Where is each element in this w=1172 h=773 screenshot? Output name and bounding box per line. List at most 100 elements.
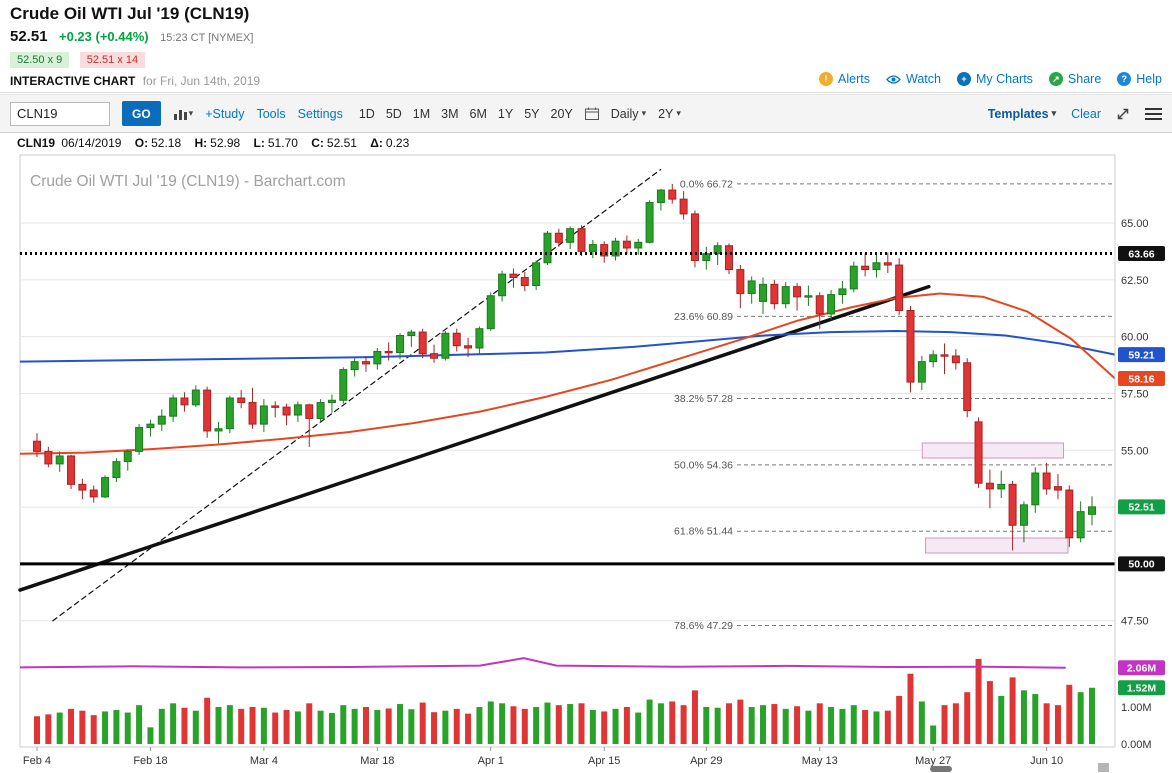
svg-text:52.51: 52.51 — [1128, 502, 1154, 514]
candles — [33, 183, 1096, 551]
ohlc-date: 06/14/2019 — [61, 136, 122, 150]
close-value: 52.51 — [326, 136, 357, 150]
header-links: ! Alerts Watch + My Charts ↗ Share ? Hel… — [819, 72, 1162, 86]
svg-text:Mar 4: Mar 4 — [250, 755, 278, 767]
drawn-zones[interactable] — [921, 442, 1069, 554]
range-5y[interactable]: 5Y — [524, 106, 540, 121]
x-axis-labels: Feb 4 Feb 18 Mar 4 Mar 18 Apr 1 Apr 15 Apr 29 M… — [23, 747, 1063, 767]
svg-text:63.66: 63.66 — [1128, 248, 1154, 260]
range-20y[interactable]: 20Y — [550, 106, 573, 121]
svg-text:0.0% 66.72: 0.0% 66.72 — [680, 178, 733, 190]
svg-text:59.21: 59.21 — [1128, 349, 1154, 361]
high-value: 52.98 — [210, 136, 241, 150]
low-value: 51.70 — [267, 136, 298, 150]
go-button[interactable]: GO — [122, 101, 161, 126]
axis-badges: 63.66 59.21 58.16 52.51 50.00 2.06M 1.52M — [1118, 245, 1165, 696]
resistance-zone — [921, 442, 1065, 459]
expand-button[interactable] — [1116, 107, 1130, 121]
chart-watermark: Crude Oil WTI Jul '19 (CLN19) - Barchart… — [30, 173, 346, 190]
open-value: 52.18 — [151, 136, 182, 150]
share-link[interactable]: ↗ Share — [1048, 72, 1102, 86]
svg-text:0.00M: 0.00M — [1121, 739, 1152, 751]
delta-label: Δ: — [370, 136, 383, 150]
svg-text:50.0% 54.36: 50.0% 54.36 — [674, 459, 733, 471]
svg-text:1.00M: 1.00M — [1121, 702, 1152, 714]
interactive-chart-date: for Fri, Jun 14th, 2019 — [142, 74, 261, 88]
svg-text:Apr 1: Apr 1 — [478, 755, 504, 767]
high-label: H: — [194, 136, 208, 150]
menu-icon[interactable] — [1145, 105, 1162, 123]
svg-text:2.06M: 2.06M — [1127, 663, 1156, 675]
range-6m[interactable]: 6M — [469, 106, 487, 121]
svg-text:Apr 15: Apr 15 — [588, 755, 620, 767]
my-charts-link[interactable]: + My Charts — [956, 72, 1033, 86]
help-icon: ? — [1117, 72, 1132, 86]
range-5d[interactable]: 5D — [385, 106, 402, 121]
long-ma-line — [19, 330, 1116, 363]
caret-down-icon: ▾ — [188, 108, 194, 118]
caret-down-icon: ▾ — [641, 108, 647, 118]
mid-ma-line — [19, 292, 1116, 455]
my-charts-label: My Charts — [975, 72, 1033, 86]
chart-toolbar: GO ▾ +Study Tools Settings 1D 5D 1M 3M 6… — [0, 94, 1172, 133]
alert-bell-icon: ! — [819, 72, 834, 86]
svg-text:Mar 18: Mar 18 — [360, 755, 394, 767]
svg-text:60.00: 60.00 — [1121, 332, 1149, 344]
svg-text:61.8% 51.44: 61.8% 51.44 — [674, 526, 733, 538]
add-study-link[interactable]: +Study — [205, 106, 245, 121]
svg-text:50.00: 50.00 — [1128, 559, 1154, 571]
volume-bars — [34, 658, 1095, 744]
caret-down-icon: ▾ — [676, 108, 681, 118]
range-1m[interactable]: 1M — [412, 106, 431, 121]
svg-text:62.50: 62.50 — [1121, 275, 1149, 287]
range-1y[interactable]: 1Y — [497, 106, 514, 121]
svg-text:Jun 10: Jun 10 — [1030, 755, 1063, 767]
quote-time: 15:23 CT [NYMEX] — [160, 32, 254, 44]
alerts-link[interactable]: ! Alerts — [819, 72, 870, 86]
bid-ask-row: 52.50 x 9 52.51 x 14 — [10, 50, 151, 68]
interactive-chart-label: INTERACTIVE CHART — [10, 74, 136, 88]
templates-dropdown[interactable]: Templates ▾ — [988, 107, 1056, 121]
my-charts-icon: + — [956, 72, 971, 86]
frequency-value: Daily — [610, 106, 639, 121]
range-1d[interactable]: 1D — [358, 106, 375, 121]
watch-link[interactable]: Watch — [886, 72, 941, 86]
settings-link[interactable]: Settings — [297, 106, 343, 121]
chart-canvas[interactable]: Crude Oil WTI Jul '19 (CLN19) - Barchart… — [0, 153, 1172, 773]
low-label: L: — [253, 136, 265, 150]
bid-quote: 52.50 x 9 — [10, 52, 70, 68]
span-dropdown[interactable]: 2Y ▾ — [658, 107, 681, 121]
calendar-button[interactable] — [584, 107, 599, 120]
price-change: +0.23 (+0.44%) — [59, 29, 149, 44]
svg-text:1.52M: 1.52M — [1127, 683, 1156, 695]
horizontal-lines[interactable] — [20, 251, 1115, 566]
resize-handle-icon[interactable] — [1098, 763, 1109, 772]
frequency-dropdown[interactable]: Daily ▾ — [611, 107, 646, 121]
svg-text:Feb 18: Feb 18 — [133, 755, 167, 767]
toolbar-right-group: Templates ▾ Clear — [988, 105, 1162, 123]
svg-text:May 27: May 27 — [915, 755, 951, 767]
symbol-input[interactable] — [10, 101, 110, 126]
range-3m[interactable]: 3M — [441, 106, 459, 121]
interactive-chart-caption: INTERACTIVE CHART for Fri, Jun 14th, 201… — [10, 74, 260, 88]
svg-text:55.00: 55.00 — [1121, 445, 1149, 457]
clear-link[interactable]: Clear — [1071, 106, 1101, 121]
tools-link[interactable]: Tools — [256, 106, 286, 121]
share-label: Share — [1067, 72, 1102, 86]
caret-down-icon: ▾ — [1051, 108, 1057, 118]
help-link[interactable]: ? Help — [1117, 72, 1162, 86]
alerts-label: Alerts — [838, 72, 870, 86]
svg-text:Apr 29: Apr 29 — [690, 755, 722, 767]
bar-chart-icon — [173, 109, 187, 120]
ohlc-symbol: CLN19 — [17, 136, 56, 150]
svg-text:57.50: 57.50 — [1121, 388, 1149, 400]
price-row: 52.51 +0.23 (+0.44%) 15:23 CT [NYMEX] — [10, 28, 253, 46]
fibonacci-retracement[interactable]: 0.0% 66.72 23.6% 60.89 38.2% 57.28 50.0% 54… — [674, 178, 1113, 632]
calendar-icon — [584, 107, 599, 120]
svg-text:38.2% 57.28: 38.2% 57.28 — [674, 393, 733, 405]
chart-type-dropdown[interactable]: ▾ — [173, 107, 194, 121]
svg-text:47.50: 47.50 — [1121, 616, 1149, 628]
close-label: C: — [311, 136, 324, 150]
h-scrollbar-thumb[interactable] — [930, 766, 952, 772]
